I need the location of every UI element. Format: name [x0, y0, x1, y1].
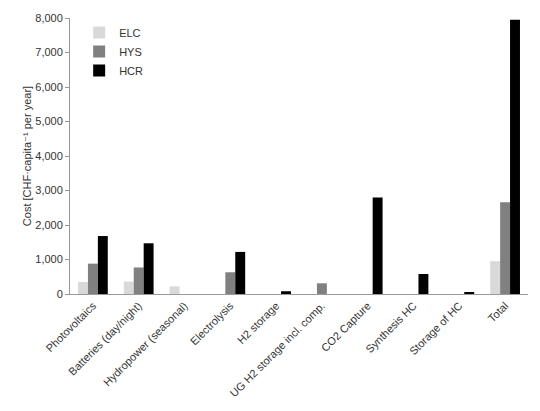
svg-text:0: 0	[57, 288, 63, 300]
svg-text:Batteries (day/night): Batteries (day/night)	[66, 300, 144, 378]
svg-text:HCR: HCR	[119, 65, 143, 77]
svg-text:8,000: 8,000	[35, 12, 63, 24]
svg-text:Cost [CHF·capita⁻¹ per year]: Cost [CHF·capita⁻¹ per year]	[21, 86, 33, 226]
svg-text:Total: Total	[485, 300, 510, 325]
svg-text:H2 storage: H2 storage	[235, 300, 282, 347]
svg-text:6,000: 6,000	[35, 81, 63, 93]
svg-text:HYS: HYS	[119, 46, 142, 58]
svg-text:1,000: 1,000	[35, 253, 63, 265]
svg-text:4,000: 4,000	[35, 150, 63, 162]
svg-text:5,000: 5,000	[35, 115, 63, 127]
svg-text:Storage of HC: Storage of HC	[407, 299, 465, 357]
svg-text:2,000: 2,000	[35, 219, 63, 231]
svg-text:Electrolysis: Electrolysis	[188, 299, 236, 347]
svg-text:CO2 Capture: CO2 Capture	[319, 300, 373, 354]
svg-text:7,000: 7,000	[35, 46, 63, 58]
svg-text:Photovoltaics: Photovoltaics	[43, 299, 98, 354]
svg-text:Hydropower (seasonal): Hydropower (seasonal)	[101, 300, 190, 389]
svg-text:Synthesis HC: Synthesis HC	[363, 299, 419, 355]
svg-text:ELC: ELC	[119, 27, 140, 39]
svg-text:UG H2 storage incl. comp.: UG H2 storage incl. comp.	[228, 300, 328, 400]
svg-text:3,000: 3,000	[35, 184, 63, 196]
